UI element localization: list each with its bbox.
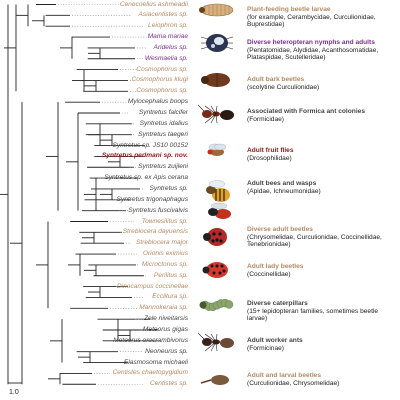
- host-group-families: (15+ lepidopteran families, sometimes be…: [247, 307, 379, 323]
- taxon-label: Syntretus zuijleni: [138, 163, 188, 171]
- beetle-icon: [203, 228, 227, 246]
- weevil-icon: [200, 375, 229, 385]
- host-group: Adult bark beetles (scolytine Curculionid…: [247, 76, 399, 91]
- host-group-title: Diverse caterpillars: [247, 300, 308, 307]
- host-group-families: (Pentatomidae, Alydidae, Acanthosomatida…: [247, 46, 379, 62]
- taxon-label: Meteorus gigas: [142, 326, 188, 333]
- host-group-families: (Chrysomelidae, Curculionidae, Coccinell…: [247, 233, 382, 249]
- taxon-label: Elasmosoma michaeli: [123, 358, 188, 366]
- taxon-label: Wesmaelia sp.: [144, 54, 188, 62]
- host-group: Diverse adult beetles (Chrysomelidae, Cur…: [247, 226, 399, 249]
- taxon-label: Microctonus sp.: [141, 260, 188, 268]
- bee-icon: [206, 180, 231, 219]
- taxon-label: Cosmophorus sp.: [136, 65, 188, 73]
- taxon-label: Meteorus orocrambivorus: [113, 336, 188, 344]
- bark-beetle-icon: [201, 73, 230, 87]
- taxon-label: Syntretus sp.: [149, 184, 188, 192]
- taxon-label: Perilitus sp.: [153, 271, 188, 279]
- host-group-families: (Coccinellidae): [247, 270, 291, 278]
- larva-icon: [199, 3, 234, 17]
- host-group-families: (Apidae, Ichneumonidae): [247, 187, 321, 195]
- host-group-title: Plant-feeding beetle larvae: [247, 6, 331, 13]
- host-group-title: Adult worker ants: [247, 337, 303, 344]
- taxon-label: Townesilitus sp.: [141, 217, 188, 225]
- taxon-label: Syntretus trigonaphagus: [116, 195, 188, 203]
- host-group-families: (for example, Cerambycidae, Curculionida…: [247, 13, 376, 29]
- taxon-label: Streblocera dayuensis: [122, 228, 188, 236]
- taxon-label: Cenocoelius ashmeadii: [119, 0, 188, 8]
- host-group: Adult lady beetles (Coccinellidae): [247, 263, 399, 278]
- taxon-label: Syntretus fuscivalvis: [128, 206, 188, 214]
- taxon-label: Syntretus sp. ex Apis cerana: [104, 174, 188, 182]
- host-group-title: Adult lady beetles: [247, 263, 304, 270]
- taxon-label: Dinocampus coccinellae: [116, 282, 188, 290]
- taxon-label: Ecclitura sp.: [152, 293, 188, 301]
- worker-ant-icon: [197, 332, 234, 352]
- taxon-label: Mannokeraia sp.: [139, 304, 188, 312]
- bug-icon: [200, 34, 234, 52]
- taxon-label: Leiophron sp.: [148, 22, 188, 30]
- taxon-label: Streblocera major: [135, 239, 188, 247]
- host-group-title: Adult bark beetles: [247, 76, 305, 83]
- host-group-families: (scolytine Curculionidae): [247, 83, 320, 91]
- host-group-title: Adult fruit flies: [247, 147, 294, 154]
- taxon-label: Neoneurus sp.: [145, 347, 188, 355]
- ant-icon: [197, 104, 234, 124]
- host-group: Associated with Formica ant colonies (For…: [247, 108, 399, 123]
- taxon-label: Syntretus taegeri: [138, 130, 188, 138]
- fly-icon: [207, 143, 227, 156]
- taxon-label: Aridelus sp.: [153, 43, 188, 51]
- host-group-families: (Drosophilidae): [247, 154, 292, 162]
- taxon-label: Asiacentistes sp.: [138, 11, 188, 19]
- host-group-families: (Formicinae): [247, 344, 285, 352]
- host-group: Plant-feeding beetle larvae (for example,…: [247, 6, 399, 29]
- host-group-title: Diverse adult beetles: [247, 226, 313, 233]
- scale-bar-label: 1.0: [9, 389, 19, 396]
- taxon-label: Cosmophorus sp.: [136, 87, 188, 95]
- host-group: Adult bees and wasps (Apidae, Ichneumonid…: [247, 180, 399, 195]
- host-group-families: (Formicidae): [247, 115, 285, 123]
- host-group-title: Associated with Formica ant colonies: [247, 108, 365, 115]
- taxon-label: Syntretus falcifer: [138, 109, 188, 116]
- host-group-families: (Curculionidae, Chrysomelidae): [247, 379, 340, 387]
- taxon-label: Mama mariae: [147, 33, 188, 41]
- host-group: Adult and larval beetles (Curculionidae, …: [247, 372, 399, 387]
- caterpillar-icon: [199, 298, 234, 312]
- host-group-title: Adult and larval beetles: [247, 372, 322, 379]
- taxon-label: Syntretus perlmani sp. nov.: [101, 152, 188, 160]
- host-group: Adult worker ants (Formicinae): [247, 337, 399, 352]
- taxon-label: Syntretus sp. JS10 00152: [112, 141, 188, 149]
- host-group: Adult fruit flies (Drosophilidae): [247, 147, 399, 162]
- taxon-label: Myiocephalus boops: [127, 98, 188, 106]
- host-group-title: Diverse heteropteran nymphs and adults: [247, 39, 375, 46]
- taxon-label: Cosmophorus klugi: [131, 76, 188, 84]
- taxon-label: Syntretus idalius: [139, 119, 188, 127]
- taxon-label: Centistes sp.: [149, 380, 188, 388]
- taxon-label: Centistes chaetopygidium: [112, 369, 188, 377]
- taxon-label: Zele niveitarsis: [144, 315, 188, 323]
- taxon-label: Orionis eximius: [142, 250, 188, 258]
- host-group-title: Adult bees and wasps: [247, 180, 317, 187]
- host-group: Diverse caterpillars (15+ lepidopteran fa…: [247, 300, 399, 323]
- host-group: Diverse heteropteran nymphs and adults (P…: [247, 39, 399, 62]
- ladybug-icon: [202, 262, 228, 278]
